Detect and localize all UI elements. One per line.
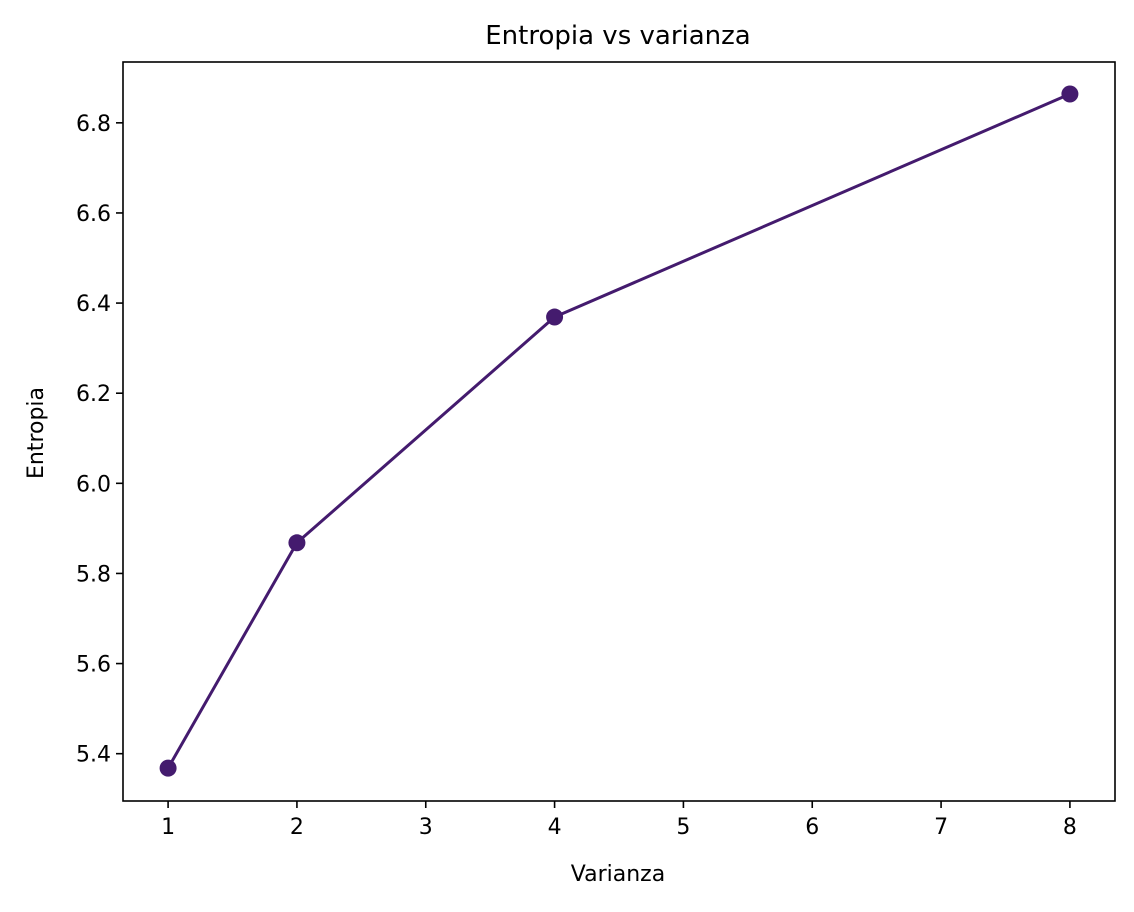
y-axis-label: Entropia — [24, 387, 49, 479]
data-point — [159, 759, 177, 777]
x-tick-label: 6 — [805, 815, 819, 840]
x-tick-label: 1 — [161, 815, 175, 840]
x-axis-ticks: 1 2 3 4 5 6 7 8 — [161, 801, 1077, 840]
y-axis-ticks: 5.4 5.6 5.8 6.0 6.2 6.4 6.6 6.8 — [76, 112, 123, 768]
x-tick-label: 7 — [934, 815, 948, 840]
y-tick-label: 5.4 — [76, 743, 111, 768]
y-tick-label: 6.0 — [76, 472, 111, 497]
series-layer — [159, 85, 1079, 777]
data-point — [546, 308, 564, 326]
chart-title: Entropia vs varianza — [485, 21, 750, 51]
y-tick-label: 6.6 — [76, 202, 111, 227]
x-axis-label: Varianza — [571, 862, 665, 887]
y-tick-label: 5.6 — [76, 653, 111, 678]
x-tick-label: 4 — [548, 815, 562, 840]
x-tick-label: 8 — [1063, 815, 1077, 840]
series-line — [166, 92, 1071, 769]
x-tick-label: 3 — [419, 815, 433, 840]
x-tick-label: 5 — [676, 815, 690, 840]
data-point — [1061, 85, 1079, 103]
plot-area-frame — [122, 61, 1116, 802]
y-tick-label: 6.2 — [76, 382, 111, 407]
y-tick-label: 6.4 — [76, 292, 111, 317]
y-tick-label: 5.8 — [76, 562, 111, 587]
y-tick-label: 6.8 — [76, 112, 111, 137]
data-point — [288, 534, 306, 552]
x-tick-label: 2 — [290, 815, 304, 840]
